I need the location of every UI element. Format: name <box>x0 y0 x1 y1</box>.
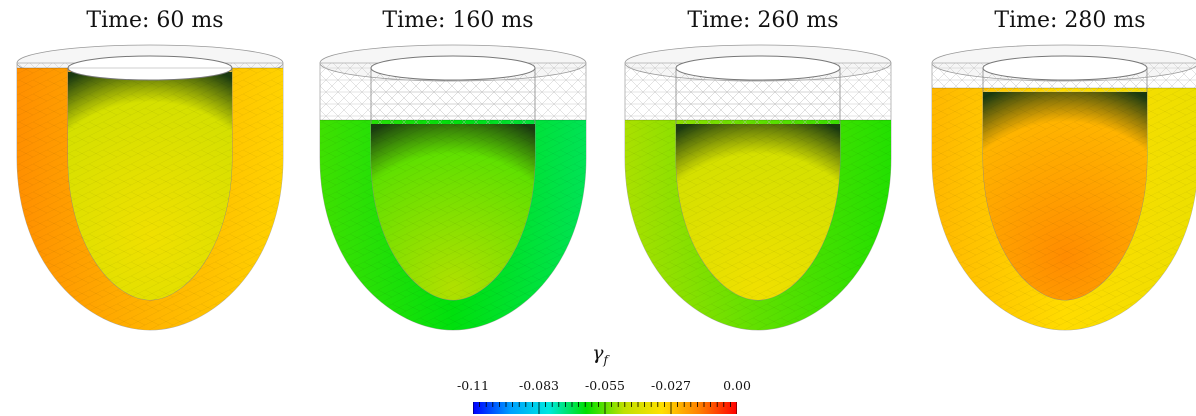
heart-model-60ms <box>16 44 284 331</box>
panel-60ms: Time: 60 ms <box>5 0 305 345</box>
panel-160ms: Time: 160 ms <box>308 0 608 345</box>
colorbar-tick-label: 0.00 <box>723 378 751 393</box>
colorbar-tick-label: -0.027 <box>650 378 692 393</box>
colorbar-symbol: γ <box>592 342 604 364</box>
colorbar <box>473 402 737 414</box>
panel-260ms: Time: 260 ms <box>613 0 913 345</box>
colorbar-tick-labels: -0.11 -0.083 -0.055 -0.027 0.00 <box>440 378 770 394</box>
colorbar-tick-label: -0.083 <box>518 378 560 393</box>
colorbar-tick-label: -0.055 <box>584 378 626 393</box>
panel-title: Time: 160 ms <box>382 8 534 33</box>
colorbar-tick-label: -0.11 <box>456 378 490 393</box>
panel-title: Time: 60 ms <box>86 8 224 33</box>
panel-title: Time: 260 ms <box>687 8 839 33</box>
colorbar-label: γf <box>580 342 620 367</box>
heart-model-160ms <box>319 44 587 331</box>
colorbar-subscript: f <box>603 352 608 367</box>
heart-model-280ms <box>931 44 1196 331</box>
panel-280ms: Time: 280 ms <box>920 0 1196 345</box>
heart-model-260ms <box>624 44 892 331</box>
panel-title: Time: 280 ms <box>994 8 1146 33</box>
